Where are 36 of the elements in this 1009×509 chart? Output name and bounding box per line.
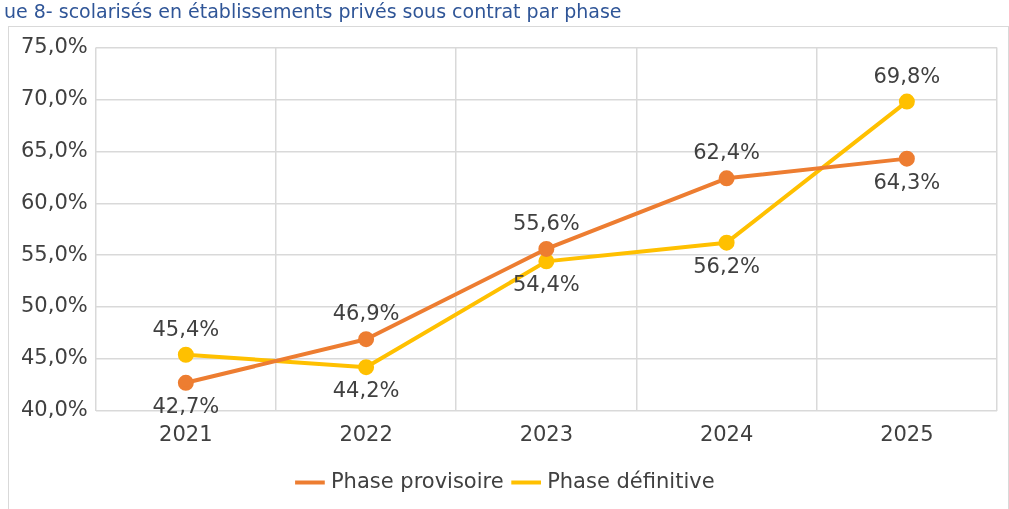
legend-label: Phase provisoire	[330, 468, 504, 493]
point	[177, 374, 194, 391]
y-tick-label: 55,0%	[20, 241, 88, 266]
y-tick-label: 60,0%	[20, 189, 88, 214]
point	[718, 234, 735, 251]
y-tick-label: 65,0%	[20, 137, 88, 162]
data-label: 69,8%	[873, 63, 941, 88]
data-label: 45,4%	[152, 316, 220, 341]
x-tick-label: 2024	[699, 421, 754, 446]
point	[538, 253, 555, 270]
legend-label: Phase définitive	[547, 468, 715, 493]
point	[898, 150, 915, 167]
data-label: 64,3%	[873, 169, 941, 194]
x-tick-label: 2025	[880, 421, 934, 446]
point	[177, 346, 194, 363]
point	[358, 359, 375, 376]
x-tick-label: 2022	[339, 421, 393, 446]
y-tick-label: 75,0%	[20, 34, 88, 59]
data-label: 46,9%	[332, 301, 400, 326]
x-tick-label: 2021	[159, 421, 213, 446]
y-tick-label: 50,0%	[20, 293, 88, 318]
data-label: 62,4%	[693, 140, 760, 165]
point	[718, 170, 735, 187]
y-tick-label: 40,0%	[20, 397, 88, 422]
chart-title: ue 8- scolarisés en établissements privés sous contrat par phase	[4, 0, 622, 22]
data-label: 56,2%	[693, 253, 760, 278]
data-label: 44,2%	[332, 378, 400, 403]
y-tick-label: 45,0%	[20, 345, 88, 370]
y-tick-label: 70,0%	[20, 85, 88, 110]
x-tick-label: 2023	[519, 421, 574, 446]
data-label: 42,7%	[152, 393, 220, 418]
data-label: 54,4%	[513, 272, 580, 297]
data-label: 55,6%	[513, 210, 580, 235]
point	[358, 331, 375, 348]
point	[898, 93, 915, 110]
point	[538, 240, 555, 257]
